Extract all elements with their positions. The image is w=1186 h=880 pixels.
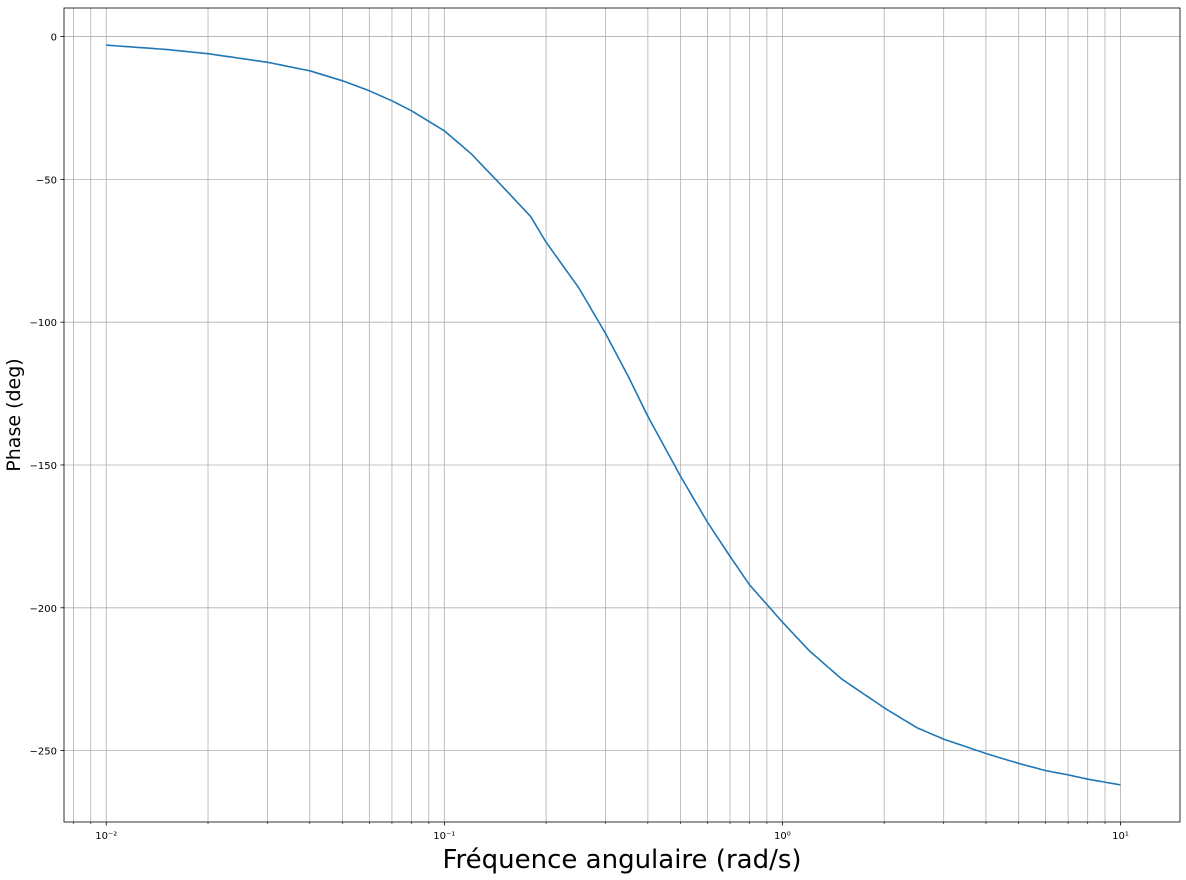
y-tick-label: −250 xyxy=(30,747,57,758)
y-tick-label: −50 xyxy=(36,175,57,186)
x-tick-label: 10¹ xyxy=(1112,831,1129,842)
y-tick-label: −100 xyxy=(30,318,57,329)
x-tick-label: 10⁰ xyxy=(774,831,791,842)
y-tick-label: −200 xyxy=(30,604,57,615)
phase-line xyxy=(106,44,1121,786)
y-tick-label: 0 xyxy=(51,33,57,44)
grid xyxy=(64,8,1180,822)
data-line-layer xyxy=(106,44,1121,786)
x-tick-label: 10⁻¹ xyxy=(433,831,455,842)
y-tick-label: −150 xyxy=(30,461,57,472)
x-tick-label: 10⁻² xyxy=(95,831,117,842)
x-axis-label: Fréquence angulaire (rad/s) xyxy=(442,845,801,875)
axes-frame xyxy=(63,7,1181,823)
y-axis-label: Phase (deg) xyxy=(3,358,25,471)
ticks: 10⁻² 10⁻¹ 10⁰ 10¹ 0 −50 −100 −150 −200 −250 xyxy=(30,33,1129,842)
